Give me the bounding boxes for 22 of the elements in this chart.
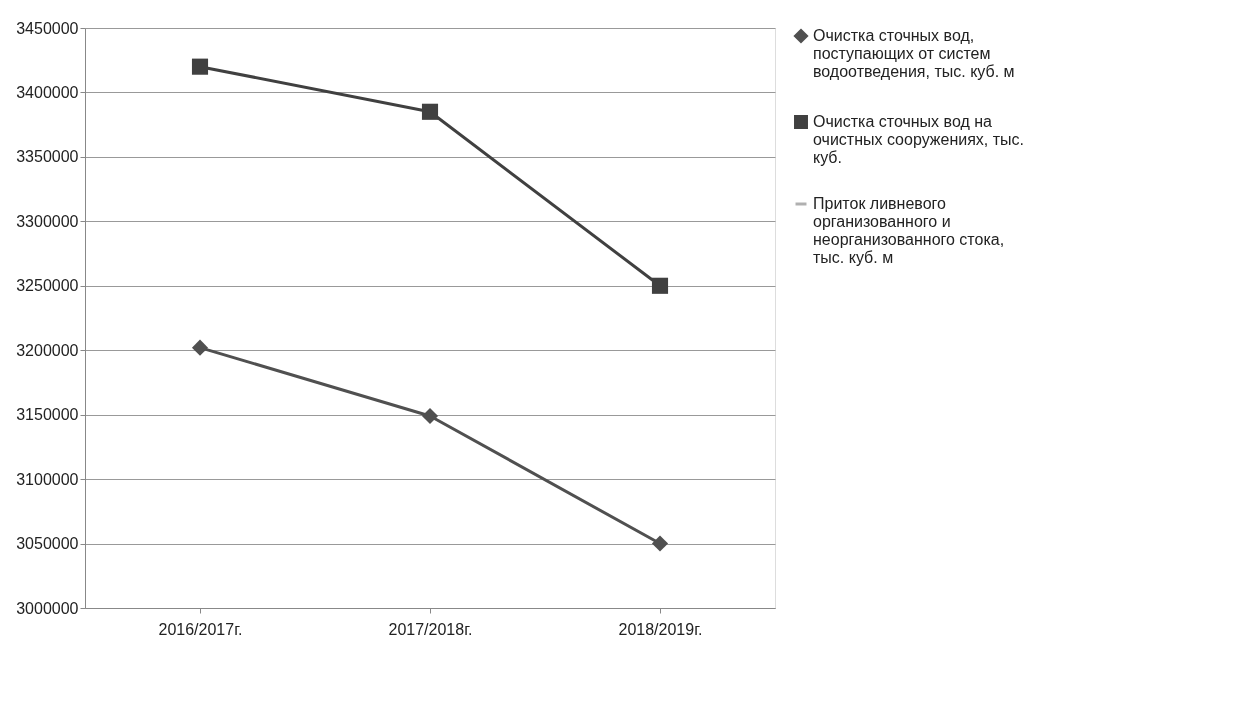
- y-tick-label: 3450000: [16, 19, 79, 37]
- point: [191, 339, 209, 356]
- point: [421, 103, 439, 120]
- legend-label: Очистка сточных вод на очистных сооружениях, тыс. куб.: [813, 113, 1025, 166]
- y-tick-label: 3150000: [16, 406, 79, 424]
- y-tick-label: 3250000: [16, 277, 79, 295]
- point: [651, 277, 669, 294]
- point: [421, 407, 439, 425]
- x-tick-label: 2017/2018г.: [388, 620, 473, 638]
- y-tick-label: 3300000: [16, 212, 79, 230]
- y-tick-label: 3050000: [16, 535, 79, 553]
- point: [651, 535, 669, 552]
- point: [191, 58, 209, 75]
- x-tick-label: 2018/2019г.: [618, 620, 703, 638]
- y-tick-label: 3400000: [16, 83, 79, 101]
- x-tick-label: 2016/2017г.: [158, 620, 243, 638]
- y-tick-label: 3100000: [16, 470, 79, 488]
- legend-label: Приток ливневого организованного и неорганизованного стока, тыс. куб. м: [813, 195, 1005, 266]
- y-tick-label: 3000000: [16, 599, 79, 617]
- y-tick-label: 3350000: [16, 148, 79, 166]
- legend-label: Очистка сточных вод, поступающих от систем водоотведения, тыс. куб. м: [813, 27, 1015, 80]
- y-tick-label: 3200000: [16, 341, 79, 359]
